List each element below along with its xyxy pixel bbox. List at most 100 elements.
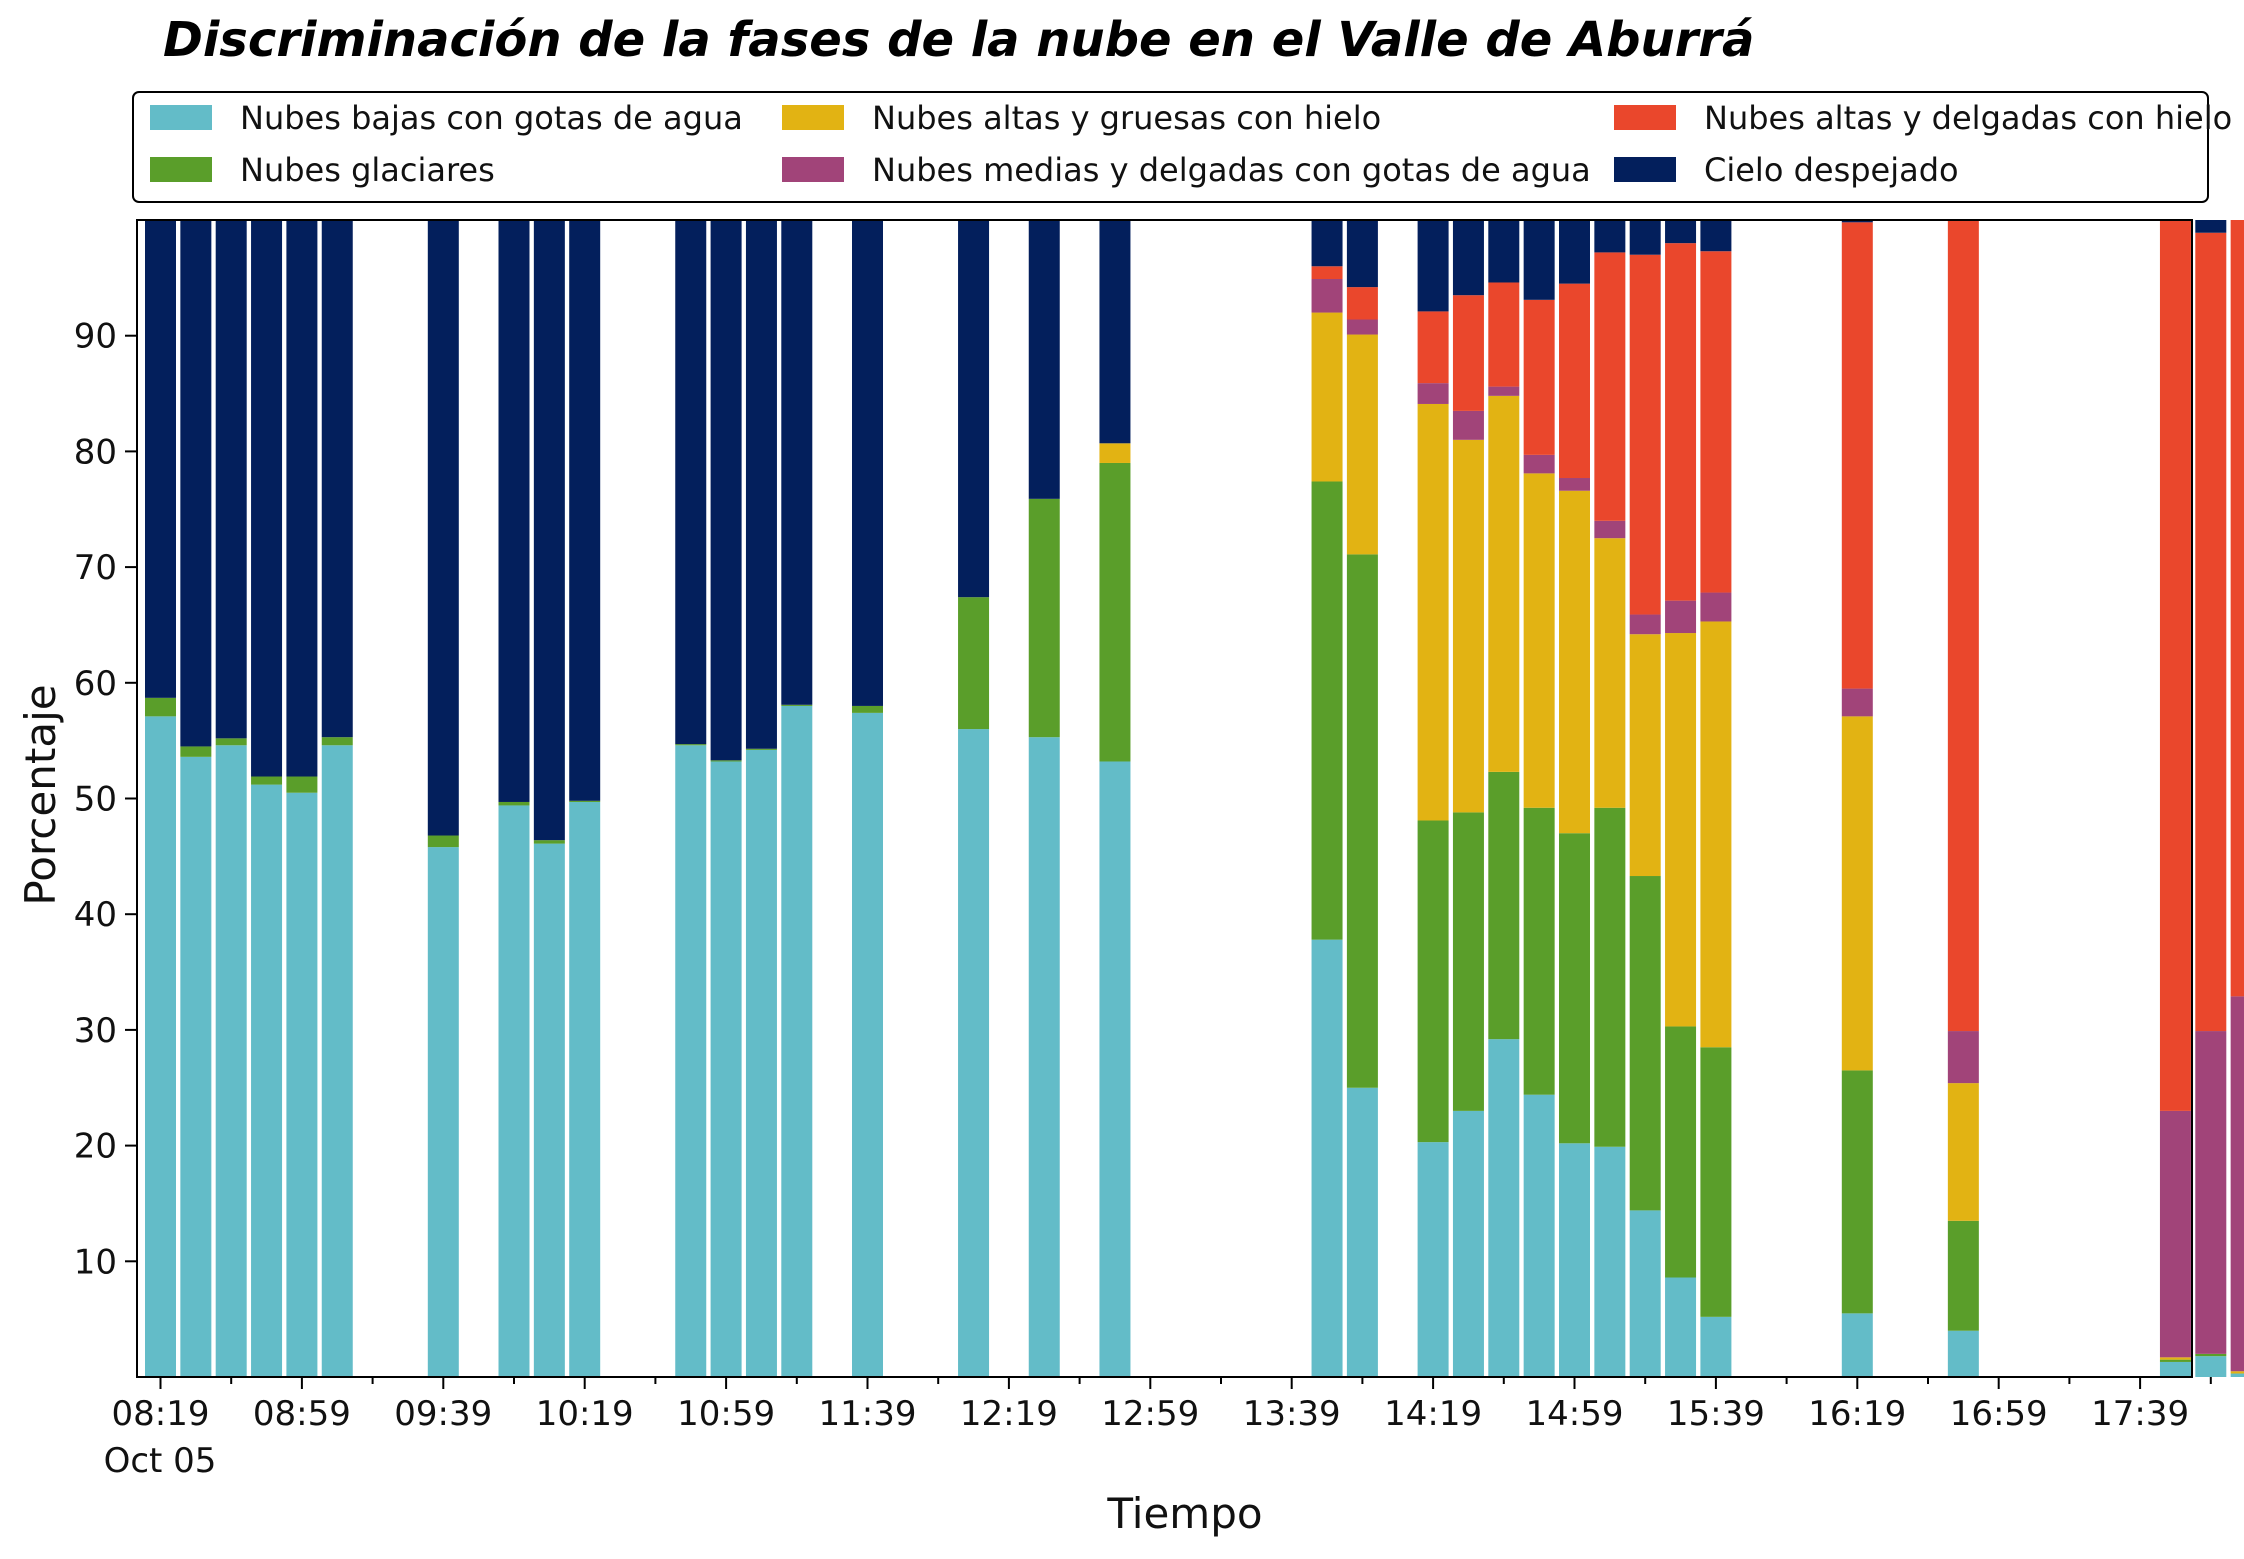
bar-segment [251, 776, 283, 785]
bar-segment [1099, 443, 1131, 463]
bar-segment [180, 746, 212, 757]
bar-segment [1452, 295, 1484, 411]
x-tick-label: 12:19 [960, 1394, 1058, 1434]
bar-segment [1488, 220, 1520, 283]
bar-segment [2195, 220, 2227, 233]
bar-segment [745, 749, 777, 1377]
legend-frame [132, 91, 2209, 203]
bar-segment [533, 843, 565, 1377]
bar-segment [1700, 1316, 1732, 1377]
bar-segment [1947, 1083, 1979, 1221]
bar-segment [1559, 478, 1590, 491]
bar-segment [1559, 220, 1590, 284]
bar-segment [1523, 299, 1555, 455]
bar-segment [180, 756, 212, 1377]
bar-segment [1417, 383, 1449, 404]
bar-segment [1665, 600, 1697, 634]
bar-segment [1559, 833, 1590, 1144]
x-axis-label: Tiempo [1106, 1489, 1262, 1538]
x-tick-label: 17:39 [2091, 1394, 2189, 1434]
bar-segment [1947, 220, 1979, 1032]
bar-segment [145, 716, 176, 1377]
bar-segment [1947, 1330, 1979, 1377]
bar-segment [569, 220, 601, 801]
bar-segment [710, 220, 742, 761]
bar-segment [1488, 386, 1520, 396]
bar-segment [710, 760, 742, 762]
bar-segment [427, 835, 459, 848]
bar-segment [1099, 462, 1131, 762]
bar-segment [2195, 1031, 2227, 1354]
bar-segment [427, 220, 459, 836]
chart-title: Discriminación de la fases de la nube en… [163, 12, 1754, 68]
bar-segment [251, 220, 283, 777]
legend-label: Nubes bajas con gotas de agua [240, 99, 743, 137]
bar-segment [2230, 220, 2244, 997]
bar-segment [1559, 1143, 1590, 1377]
x-tick-label: 15:39 [1667, 1394, 1765, 1434]
bar-segment [1629, 1210, 1661, 1377]
bar-segment [781, 705, 813, 1377]
bar-segment [675, 745, 707, 1377]
bar-segment [781, 704, 813, 706]
bar-segment [1346, 334, 1378, 555]
bar-segment [569, 800, 601, 802]
bar-segment [215, 738, 247, 746]
bar-segment [1028, 220, 1060, 499]
bar-segment [1346, 554, 1378, 1088]
bar-segment [498, 220, 530, 802]
y-tick-label: 30 [74, 1011, 117, 1051]
bar-segment [1417, 220, 1449, 312]
bar-segment [1559, 283, 1590, 479]
bar-segment [498, 805, 530, 1377]
legend-swatch [1614, 105, 1676, 130]
bar-segment [215, 220, 247, 739]
bar-segment [1523, 473, 1555, 808]
bar-segment [1028, 737, 1060, 1377]
bar-segment [1594, 807, 1626, 1147]
bar-segment [852, 712, 883, 1377]
bar-segment [781, 220, 813, 705]
bar-segment [286, 220, 318, 777]
x-tick-label: 08:59 [253, 1394, 351, 1434]
bar-segment [427, 847, 459, 1377]
x-tick-label: 09:39 [394, 1394, 492, 1434]
bar-segment [1452, 220, 1484, 296]
x-axis: 08:19 08:59 09:39 10:19 10:59 11:39 12:19 12:59… [112, 1377, 2212, 1434]
bar-segment [1311, 266, 1343, 280]
x-tick-label: 08:19 [112, 1394, 210, 1434]
bar-segment [1665, 220, 1697, 244]
bar-segment [1346, 220, 1378, 288]
bar-segment [1488, 395, 1520, 772]
bar-segment [1452, 812, 1484, 1111]
bar-segment [2195, 232, 2227, 1032]
bar-segment [1665, 1026, 1697, 1278]
bar-segment [1841, 222, 1873, 689]
x-tick-label: 13:39 [1243, 1394, 1341, 1434]
legend-swatch [1614, 157, 1676, 182]
bar-segment [569, 801, 601, 1377]
bar-segment [1311, 220, 1343, 267]
legend-swatch [782, 105, 844, 130]
bar-segment [1594, 538, 1626, 808]
bar-segment [745, 748, 777, 750]
bar-segment [1028, 498, 1060, 738]
bar-segment [2230, 1373, 2244, 1377]
bar-segment [2230, 1371, 2244, 1374]
bar-segment [321, 220, 353, 738]
x-tick-label: 14:59 [1526, 1394, 1624, 1434]
bar-segment [1665, 633, 1697, 1027]
bar-segment [321, 745, 353, 1377]
bar-segment [958, 220, 990, 598]
bar-segment [675, 744, 707, 746]
y-tick-label: 60 [74, 664, 117, 704]
x-tick-label: 12:59 [1101, 1394, 1199, 1434]
bar-segment [2159, 1357, 2191, 1360]
y-tick-label: 10 [74, 1242, 117, 1282]
bar-segment [1947, 1220, 1979, 1331]
bar-segment [2195, 1353, 2227, 1357]
bar-segment [1488, 1039, 1520, 1377]
bar-segment [1665, 243, 1697, 601]
bar-segment [1700, 251, 1732, 593]
